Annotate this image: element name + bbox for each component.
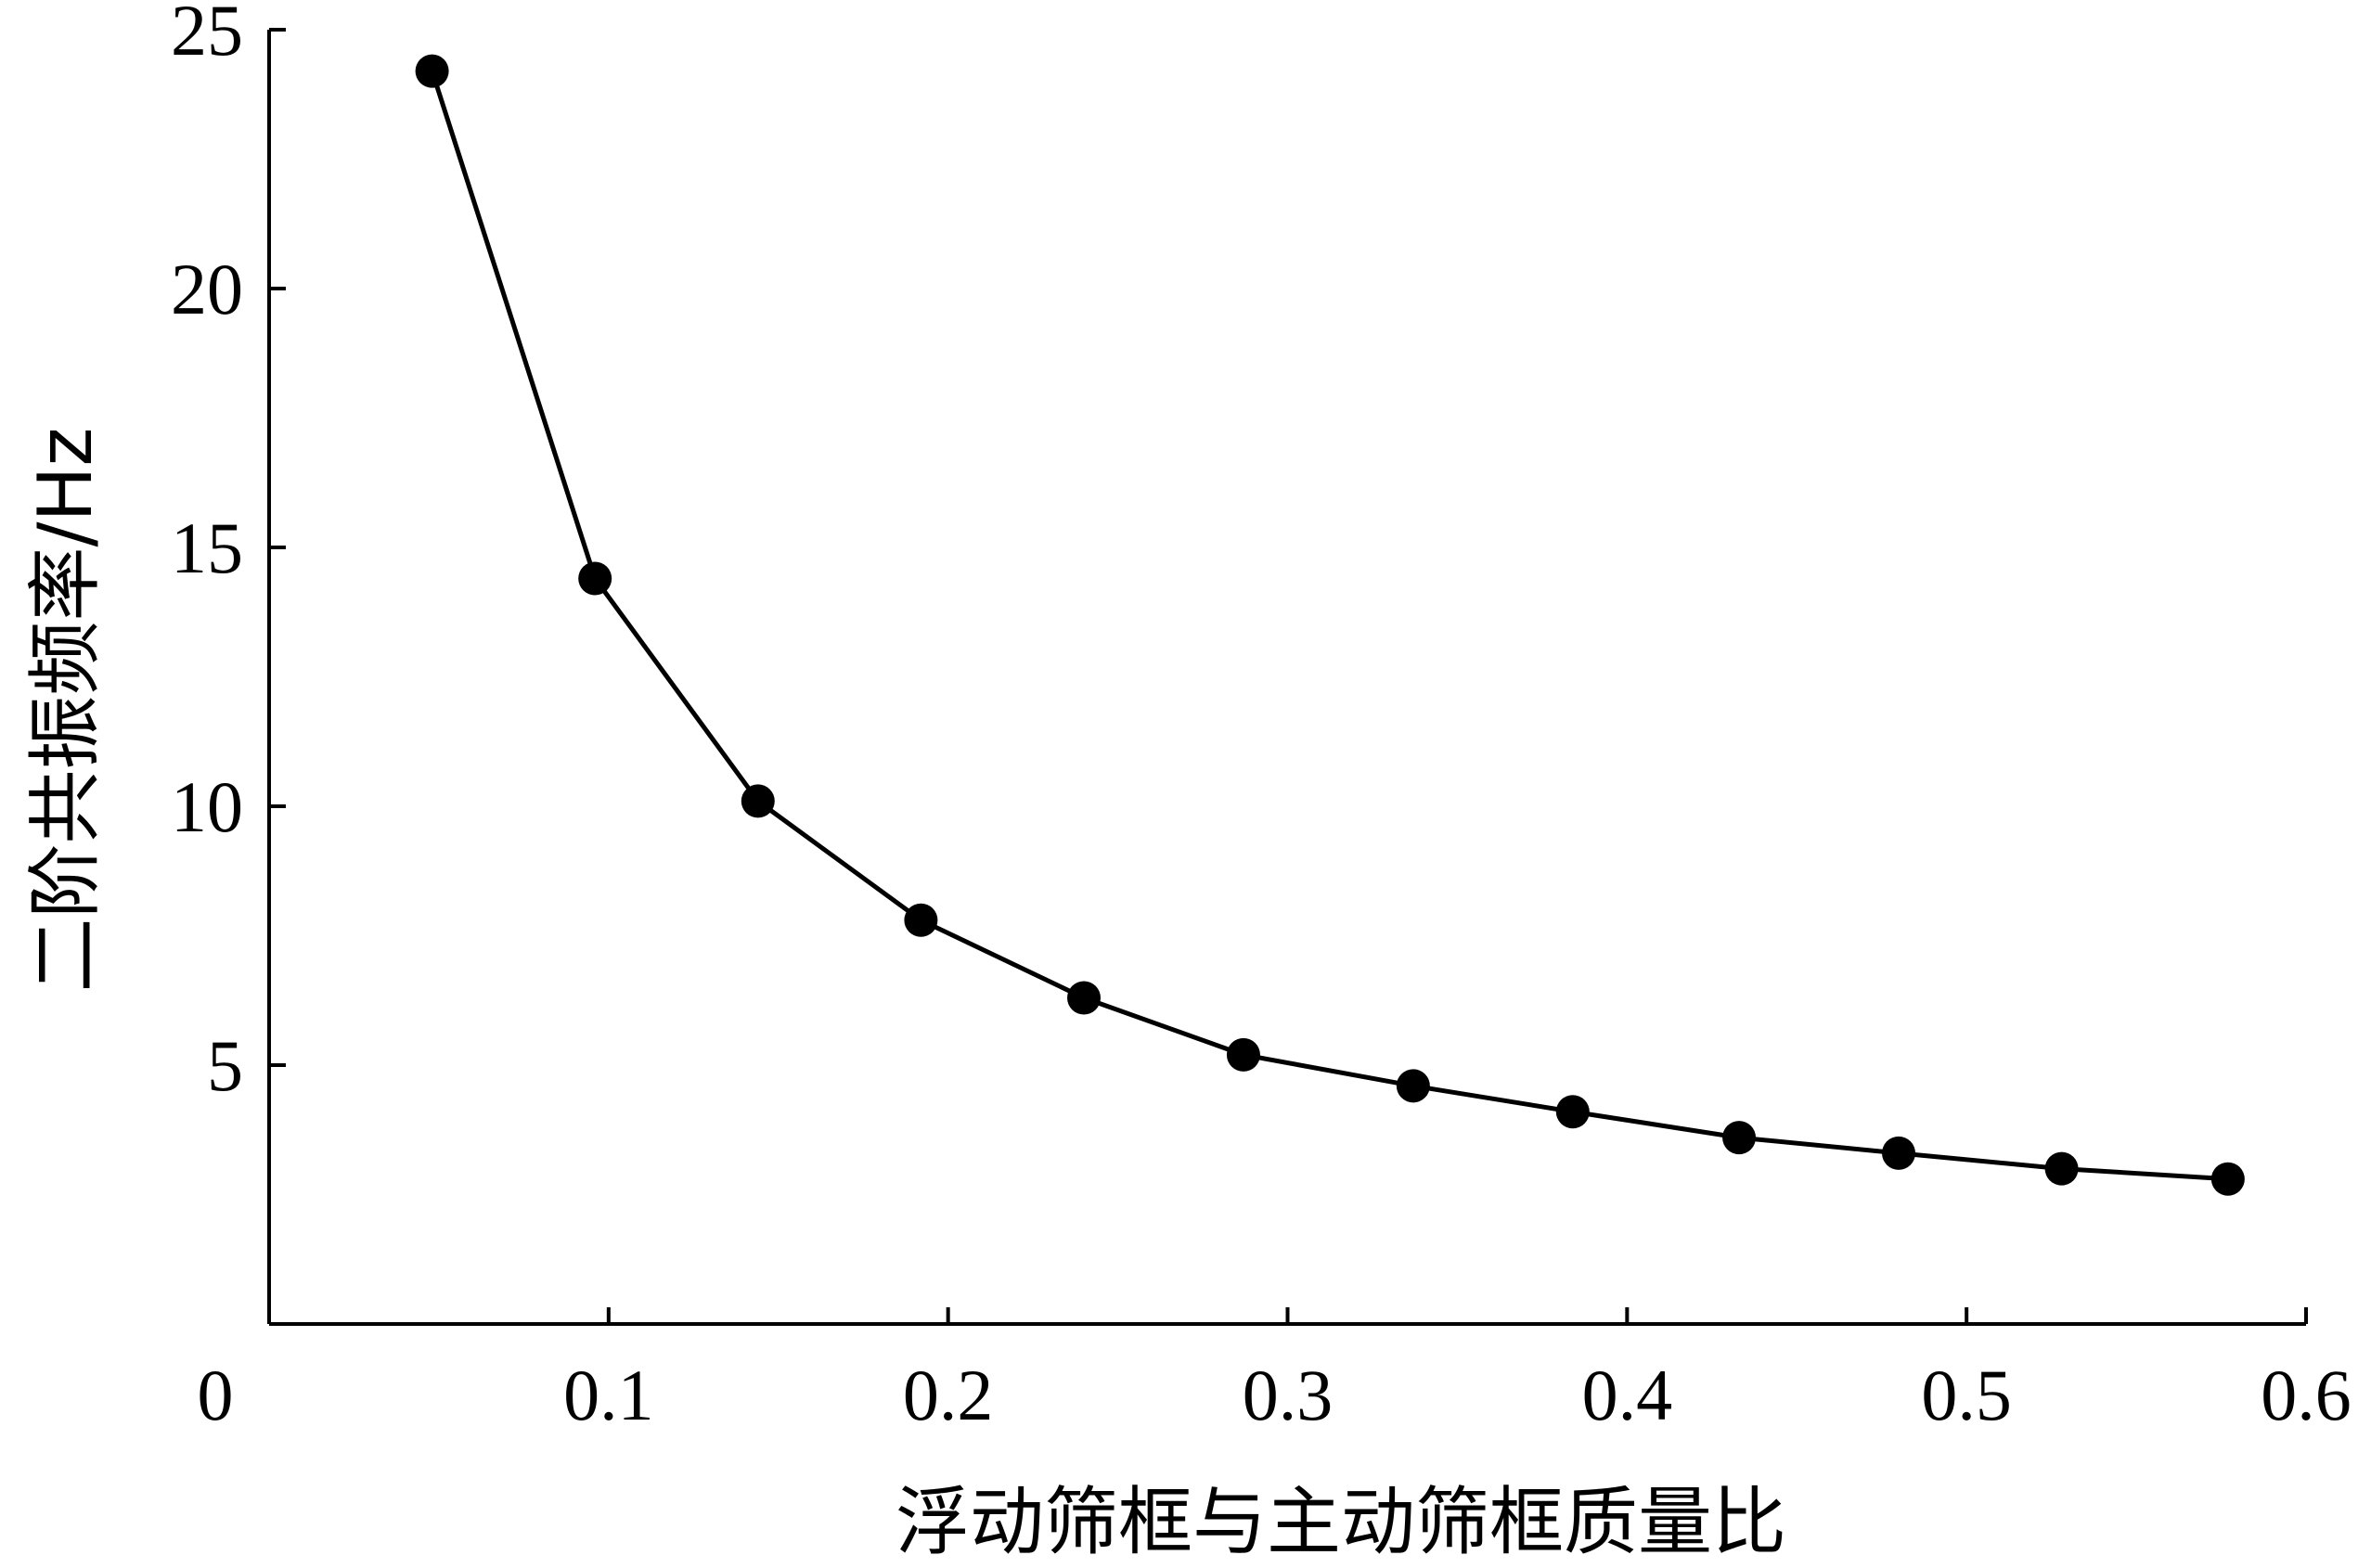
data-point	[1555, 1095, 1590, 1129]
y-tick-label: 25	[171, 0, 243, 71]
data-point	[1882, 1136, 1915, 1170]
x-tick-label: 0.5	[1921, 1355, 2012, 1435]
data-point	[1226, 1037, 1260, 1072]
y-axis-label: 二阶共振频率/Hz	[22, 427, 109, 992]
x-tick-label: 0.2	[903, 1355, 994, 1435]
y-tick-label: 15	[171, 508, 243, 588]
x-axis-label: 浮动筛框与主动筛框质量比	[896, 1479, 1786, 1565]
data-point	[2210, 1162, 2245, 1196]
data-point	[1396, 1069, 1430, 1103]
data-point	[1722, 1121, 1757, 1155]
x-tick-label: 0.3	[1243, 1355, 1334, 1435]
data-point	[578, 561, 612, 596]
series-layer	[415, 54, 2245, 1196]
data-point	[415, 54, 449, 88]
y-tick-label: 5	[207, 1025, 243, 1106]
data-point	[904, 903, 938, 937]
data-point	[2044, 1151, 2079, 1186]
x-tick-label: 0.1	[563, 1355, 654, 1435]
x-tick-label: 0	[198, 1355, 234, 1435]
data-point	[1067, 981, 1101, 1015]
axes: 0 0.1 0.2 0.3 0.4 0.5 0.6 5 10 15 20 25	[171, 0, 2352, 1435]
data-point	[741, 784, 775, 818]
y-tick-label: 20	[171, 249, 243, 329]
y-tick-label: 10	[171, 766, 243, 847]
x-tick-label: 0.6	[2261, 1355, 2352, 1435]
series-line	[430, 70, 2229, 1182]
x-tick-label: 0.4	[1582, 1355, 1673, 1435]
